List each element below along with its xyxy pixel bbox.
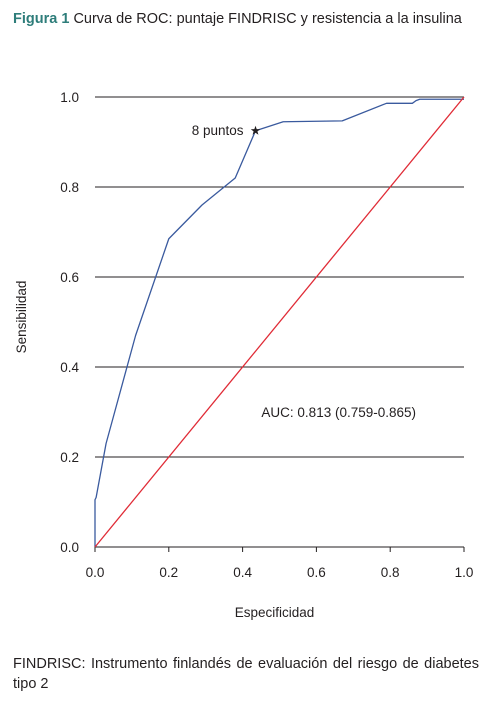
cutoff-label: 8 puntos [192, 123, 244, 138]
x-axis-title: Especificidad [235, 605, 315, 620]
roc-chart: 0.0 0.2 0.4 0.6 0.8 1.0 0.0 0.2 0.4 0.6 0.8 1.0 Espe… [14, 90, 474, 620]
x-tick-label: 0.0 [86, 565, 105, 580]
y-tick-label: 0.2 [60, 450, 79, 465]
figure-caption: Figura 1 Curva de ROC: puntaje FINDRISC … [13, 9, 479, 29]
x-tick-label: 0.2 [159, 565, 178, 580]
reference-line [94, 96, 465, 548]
cutoff-star-marker [250, 125, 261, 135]
y-tick-label: 0.6 [60, 270, 79, 285]
x-tick-label: 0.4 [233, 565, 252, 580]
y-tick-label: 0.0 [60, 540, 79, 555]
auc-label: AUC: 0.813 (0.759-0.865) [261, 405, 416, 420]
x-tick-label: 1.0 [455, 565, 474, 580]
y-axis-title: Sensibilidad [14, 281, 29, 354]
footnote: FINDRISC: Instrumento finlandés de evalu… [13, 656, 479, 692]
x-tick-label: 0.6 [307, 565, 326, 580]
x-tick-label: 0.8 [381, 565, 400, 580]
figure-label: Figura 1 [13, 11, 70, 27]
roc-curve [94, 98, 464, 547]
figure-caption-text: Curva de ROC: puntaje FINDRISC y resiste… [73, 11, 462, 27]
y-tick-label: 0.4 [60, 360, 79, 375]
y-tick-label: 0.8 [60, 180, 79, 195]
y-tick-label: 1.0 [60, 90, 79, 105]
